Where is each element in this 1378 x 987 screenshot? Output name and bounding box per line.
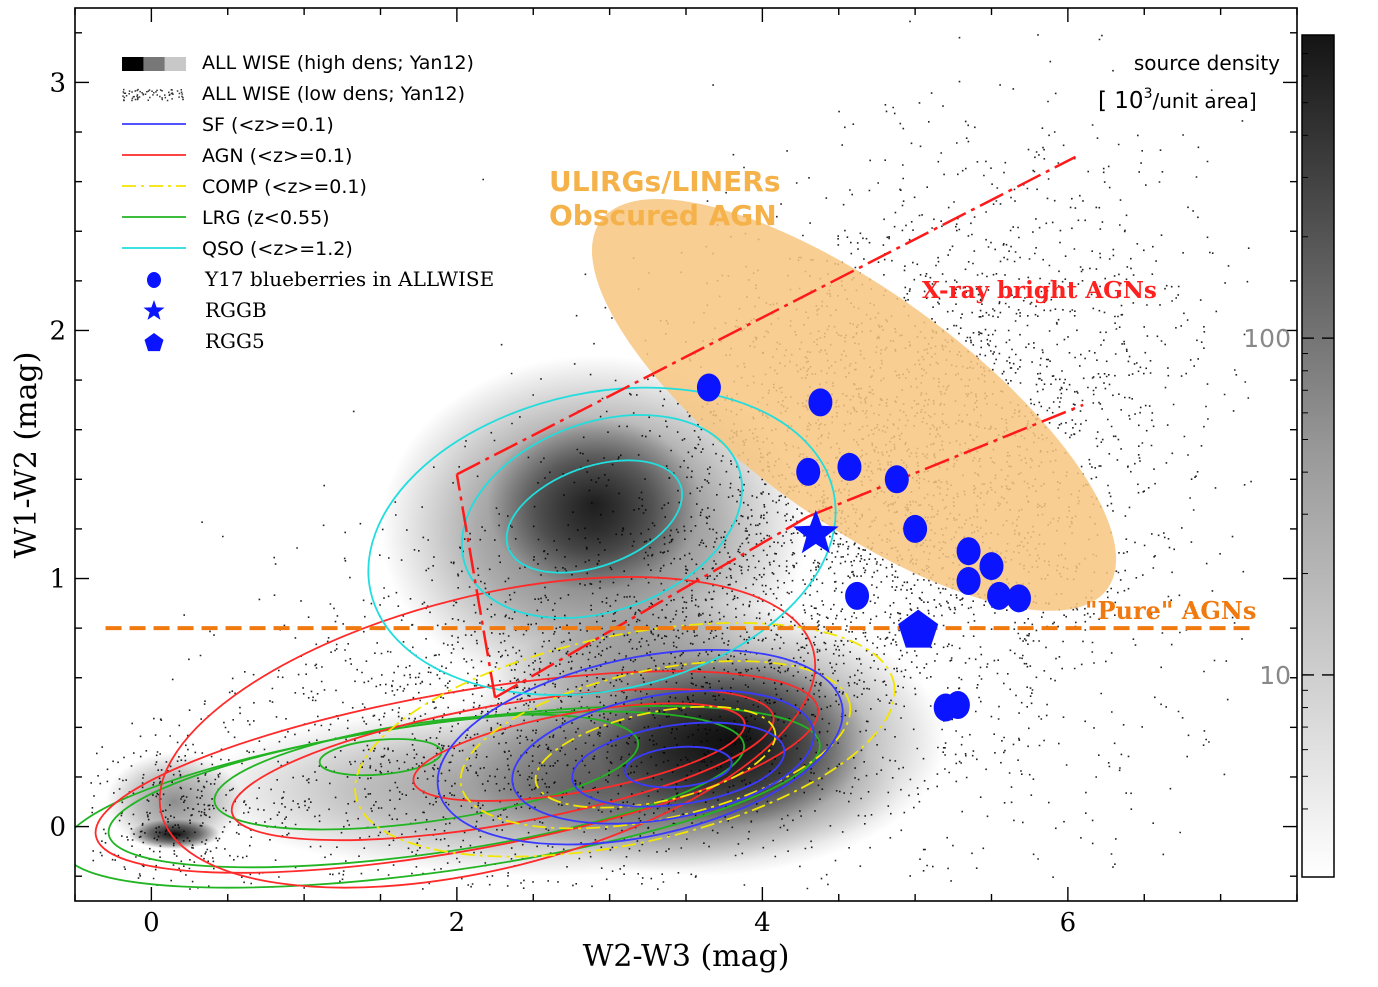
- comp-contour: [459, 660, 852, 830]
- wedge-left-edge: [455, 474, 497, 698]
- selection-lines: [105, 155, 1252, 699]
- legend-label-agn: AGN (<z>=0.1): [202, 145, 352, 167]
- blueberry-point: [845, 581, 870, 610]
- annotation-ulirgs: ULIRGs/LINERs: [549, 165, 780, 198]
- blueberry-point: [808, 388, 833, 417]
- plot-area: [75, 20, 1252, 890]
- colorbar-title: source density: [1134, 51, 1280, 75]
- agn-contour: [158, 576, 817, 889]
- blueberry-point: [956, 537, 981, 566]
- annotation-pure-agn: "Pure" AGNs: [1085, 596, 1256, 625]
- colorbar-units-open: [ 10: [1098, 88, 1144, 114]
- sf-contour: [624, 745, 733, 789]
- legend-label-rgg5: RGG5: [205, 329, 265, 353]
- blueberry-point: [884, 465, 909, 494]
- rggb-star-marker: [793, 509, 839, 554]
- blueberry-point: [987, 581, 1012, 610]
- blueberry-point: [696, 373, 721, 402]
- colorbar-tick-label: 100: [1243, 324, 1291, 353]
- rgg5-pentagon-marker: [898, 609, 939, 648]
- legend-label-allwise_low: ALL WISE (low dens; Yan12): [202, 83, 465, 105]
- legend: ALL WISE (high dens; Yan12) ALL WISE (low…: [122, 52, 494, 353]
- x-tick-label: 2: [449, 908, 466, 938]
- annotation-obscured-agn: Obscured AGN: [549, 199, 777, 232]
- lrg-contour: [213, 713, 640, 831]
- x-tick-label: 0: [143, 908, 160, 938]
- colorbar-units: [ 103/unit area]: [1098, 86, 1257, 114]
- x-axis-label: W2-W3 (mag): [583, 939, 790, 974]
- ulirg-region: [591, 198, 1117, 611]
- qso-contour: [367, 386, 837, 696]
- blueberry-point: [903, 514, 928, 543]
- annotation-xray-bright: X-ray bright AGNs: [922, 277, 1157, 304]
- comp-contour: [354, 622, 896, 858]
- ulirg-ellipse: [591, 198, 1117, 611]
- colorbar-tick-label: 10: [1259, 661, 1291, 690]
- legend-marker-y17: [147, 272, 161, 288]
- blueberry-point: [796, 457, 821, 486]
- sf-contour: [511, 689, 815, 825]
- qso-contour: [505, 459, 684, 574]
- legend-label-qso: QSO (<z>=1.2): [202, 238, 353, 260]
- qso-contour: [460, 414, 744, 619]
- y-tick-label: 3: [49, 68, 66, 98]
- agn-contour: [412, 702, 746, 802]
- marker-layer: [696, 373, 1031, 722]
- y-tick-label: 1: [49, 565, 66, 595]
- blueberry-point: [956, 567, 981, 596]
- contour-layer: [75, 386, 896, 889]
- legend-label-comp: COMP (<z>=0.1): [202, 176, 367, 198]
- legend-label-rggb: RGGB: [205, 298, 267, 322]
- wedge-upper-line: [456, 155, 1077, 476]
- annotation-layer: ULIRGs/LINERs Obscured AGN X-ray bright …: [549, 165, 1256, 625]
- blueberry-point: [979, 552, 1004, 581]
- density-blob: [197, 702, 900, 877]
- legend-swatch-allwise_high: [122, 57, 186, 71]
- blueberry-point: [837, 452, 862, 481]
- legend-label-allwise_high: ALL WISE (high dens; Yan12): [202, 52, 474, 74]
- y-axis-label: W1-W2 (mag): [9, 352, 44, 559]
- wedge-bottom-edge: [494, 515, 809, 699]
- sf-contour: [571, 721, 786, 808]
- legend-label-lrg: LRG (z<0.55): [202, 207, 330, 229]
- lrg-contour: [75, 705, 821, 889]
- colorbar-units-exponent: 3: [1144, 86, 1153, 102]
- comp-contour: [534, 705, 777, 809]
- legend-marker-rgg5: [144, 333, 164, 352]
- colorbar-gradient: [1301, 34, 1335, 878]
- legend-marker-rggb: [143, 300, 165, 320]
- y-tick-label: 0: [49, 813, 66, 843]
- sf-contour: [436, 649, 844, 846]
- x-tick-label: 4: [754, 908, 771, 938]
- x-tick-label: 6: [1060, 908, 1077, 938]
- blueberry-point: [945, 691, 970, 720]
- y-tick-label: 2: [49, 316, 66, 346]
- wedge-lower-line: [807, 403, 1084, 518]
- colorbar-units-close: /unit area]: [1152, 89, 1256, 113]
- density-blob: [487, 417, 702, 591]
- legend-label-sf: SF (<z>=0.1): [202, 114, 334, 136]
- legend-swatch-allwise_low: [122, 88, 184, 102]
- axis-ticks: 0 2 4 6 0 1 2 3: [49, 8, 1298, 938]
- blueberry-point: [1006, 584, 1031, 613]
- colorbar: source density [ 103/unit area] 10 100: [1098, 34, 1335, 878]
- colorbar-ticks: 10 100: [1243, 52, 1334, 810]
- legend-label-y17: Y17 blueberries in ALLWISE: [204, 267, 494, 291]
